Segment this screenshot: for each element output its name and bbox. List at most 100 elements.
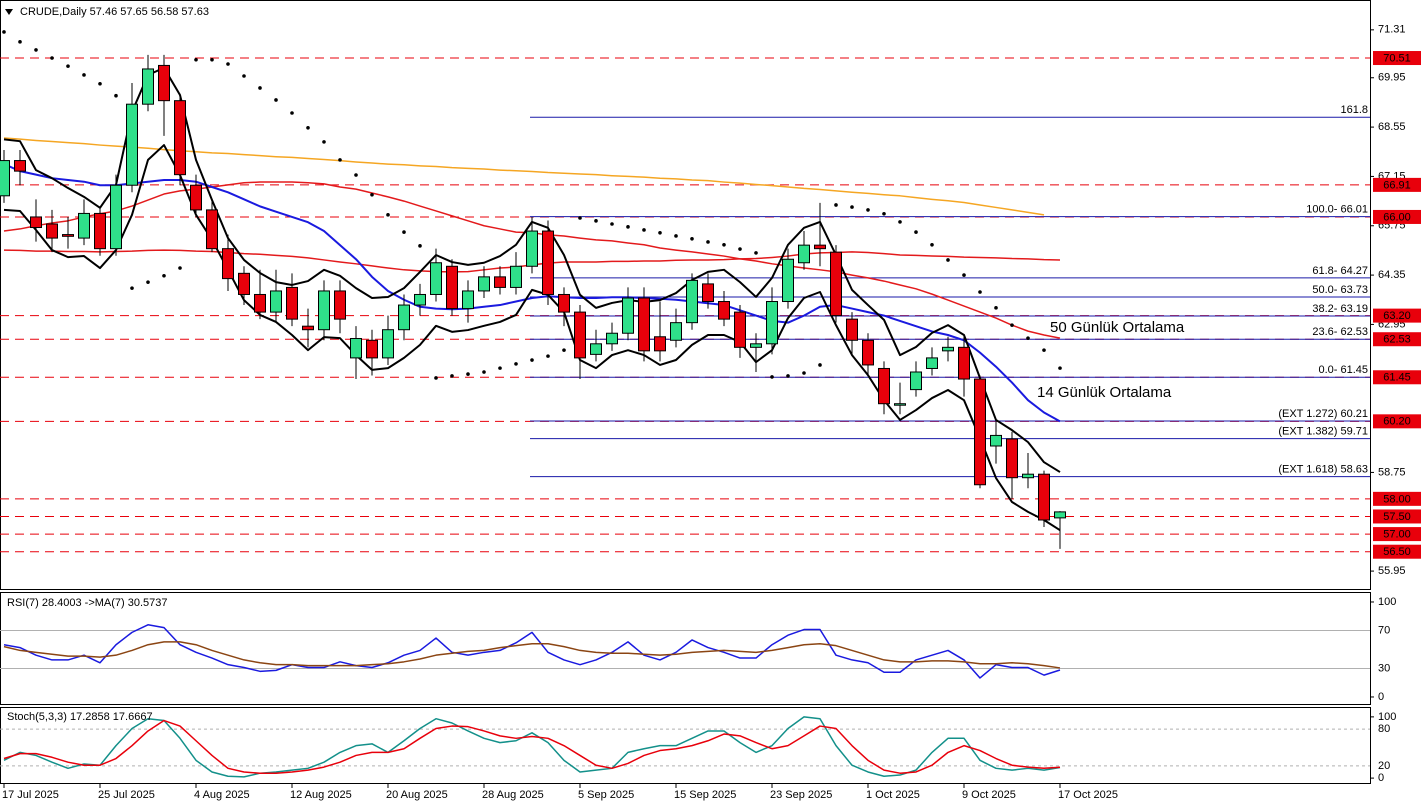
candle-body: [942, 346, 954, 352]
sar-dot: [370, 192, 374, 197]
candle-body: [366, 339, 378, 359]
sar-dot: [610, 222, 614, 226]
candle-body: [766, 301, 778, 345]
sar-dot: [50, 56, 54, 60]
sar-dot: [498, 366, 502, 370]
sar-dot: [322, 140, 326, 144]
sar-dot: [146, 280, 150, 284]
sar-dot: [82, 73, 86, 77]
rsi-title: RSI(7) 28.4003 ->MA(7) 30.5737: [7, 597, 168, 609]
level-box: [1373, 308, 1421, 323]
candle-body: [318, 290, 330, 331]
candle-body: [254, 293, 266, 313]
level-box: [1373, 544, 1421, 559]
sar-dot: [258, 86, 262, 90]
candle-body: [702, 283, 714, 303]
candle-body: [126, 103, 138, 186]
symbol-icon: [5, 9, 13, 15]
sar-dot: [946, 258, 950, 262]
y-tick-label: 100: [1378, 711, 1396, 723]
candle-body: [222, 248, 234, 280]
y-tick-label: 58.75: [1378, 466, 1406, 478]
candle-body: [414, 293, 426, 306]
candle-body: [542, 230, 554, 295]
y-tick-label: 55.95: [1378, 565, 1406, 577]
level-box: [1373, 177, 1421, 192]
candle-body: [750, 343, 762, 348]
sar-dot: [834, 203, 838, 207]
level-box: [1373, 414, 1421, 429]
level-label: 66.00: [1383, 211, 1411, 223]
sar-dot: [1026, 336, 1030, 340]
level-label: 60.20: [1383, 416, 1411, 428]
fib-label: 61.8- 64.27: [1312, 265, 1368, 277]
candle-body: [398, 304, 410, 331]
candle-body: [862, 339, 874, 366]
candle-body: [158, 64, 170, 102]
indicator-line: [3, 716, 1061, 778]
sar-dot: [34, 48, 38, 52]
sar-dot: [642, 228, 646, 232]
level-box: [1373, 509, 1421, 524]
candle-body: [62, 234, 74, 237]
sar-dot: [674, 234, 678, 238]
sar-dot: [386, 213, 390, 217]
sar-dot: [962, 273, 966, 277]
sar-dot: [978, 290, 982, 294]
candle-body: [382, 329, 394, 359]
sar-dot: [898, 220, 902, 224]
sar-dot: [914, 230, 918, 234]
sar-dot: [98, 81, 102, 86]
candle-body: [510, 265, 522, 288]
candle-body: [94, 212, 106, 250]
candle-body: [110, 184, 122, 250]
candle-body: [734, 311, 746, 348]
level-label: 63.20: [1383, 310, 1411, 322]
sar-dot: [546, 354, 550, 358]
candle-body: [622, 297, 634, 334]
y-tick-label: 64.35: [1378, 269, 1406, 281]
level-label: 66.91: [1383, 179, 1411, 191]
x-tick-label: 5 Sep 2025: [578, 789, 634, 801]
candle-body: [206, 209, 218, 250]
sar-dot: [562, 348, 566, 352]
x-tick-label: 4 Aug 2025: [194, 789, 250, 801]
sar-dot: [194, 57, 198, 62]
sar-dot: [786, 374, 790, 378]
fib-label: 38.2- 63.19: [1312, 303, 1368, 315]
fib-label: 0.0- 61.45: [1318, 364, 1368, 376]
sar-dot: [274, 98, 278, 102]
sar-dot: [690, 236, 694, 241]
x-tick-label: 9 Oct 2025: [962, 789, 1016, 801]
sar-dot: [994, 306, 998, 310]
candle-body: [1054, 511, 1066, 519]
candle-body: [878, 367, 890, 405]
candle-body: [670, 322, 682, 341]
annotation: 50 Günlük Ortalama: [1050, 319, 1185, 336]
candle-body: [590, 343, 602, 355]
candle-body: [174, 100, 186, 176]
y-tick-label: 68.55: [1378, 121, 1406, 133]
sar-dot: [306, 125, 310, 130]
candle-body: [190, 184, 202, 211]
sar-dot: [754, 251, 758, 255]
candle-body: [686, 279, 698, 324]
sar-dot: [1042, 348, 1046, 352]
sar-dot: [738, 247, 742, 251]
candle-body: [462, 290, 474, 310]
sar-dot: [338, 158, 342, 162]
candle-body: [990, 434, 1002, 447]
stoch-title: Stoch(5,3,3) 17.2858 17.6667: [7, 711, 153, 723]
x-tick-label: 28 Aug 2025: [482, 789, 544, 801]
sar-dot: [130, 286, 134, 290]
level-box: [1373, 491, 1421, 506]
indicator-line: [3, 624, 1061, 679]
sar-dot: [482, 370, 486, 374]
sar-dot: [882, 211, 886, 216]
y-tick-label: 0: [1378, 691, 1384, 703]
sar-dot: [402, 230, 406, 234]
stoch-panel: [0, 707, 1371, 784]
annotation: 14 Günlük Ortalama: [1037, 384, 1172, 401]
